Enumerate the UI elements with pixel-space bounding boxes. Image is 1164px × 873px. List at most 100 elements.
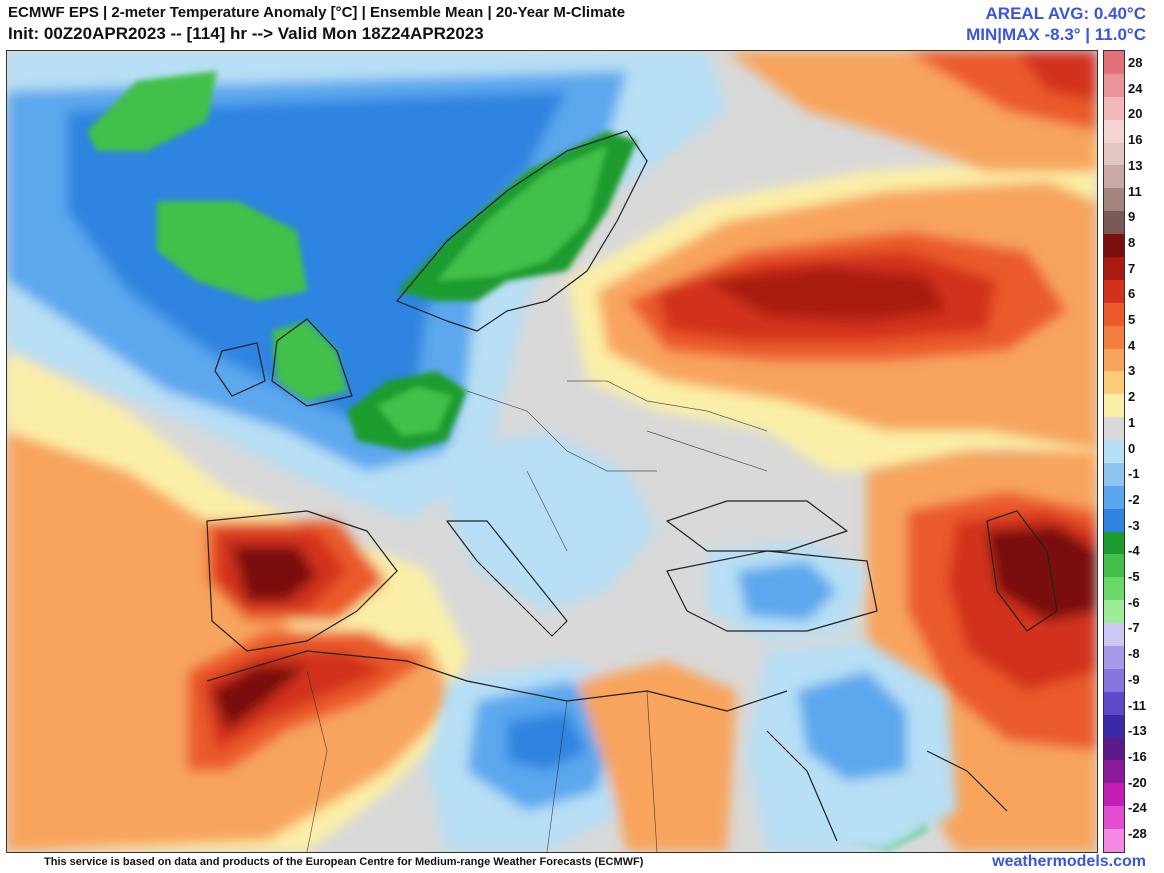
colorbar-swatch xyxy=(1104,806,1124,830)
coastline-iberia xyxy=(206,510,398,652)
colorbar-label: 8 xyxy=(1128,234,1136,250)
colorbar-label: 1 xyxy=(1128,414,1136,430)
cold-mid-turkey xyxy=(737,561,837,621)
coastline-turkey xyxy=(666,550,878,632)
border-sahara xyxy=(306,670,328,852)
coastline-red-sea xyxy=(766,730,838,842)
colorbar-swatch xyxy=(1104,829,1124,853)
colorbar-swatch xyxy=(1104,371,1124,395)
colorbar-label: -9 xyxy=(1128,671,1140,687)
anomaly-map xyxy=(6,50,1098,853)
colorbar-swatch xyxy=(1104,302,1124,327)
colorbar-label: -24 xyxy=(1128,800,1147,816)
cold-deep-atlantic xyxy=(67,91,567,431)
border-eastern-europe xyxy=(567,380,768,432)
map-subtitle: Init: 00Z20APR2023 -- [114] hr --> Valid… xyxy=(8,24,484,43)
colorbar-label: -13 xyxy=(1128,723,1147,739)
colorbar-swatch xyxy=(1104,783,1124,807)
colorbar-swatch xyxy=(1104,485,1124,510)
colorbar-label: -28 xyxy=(1128,826,1147,841)
colorbar-swatch xyxy=(1104,691,1124,716)
coastline-britain xyxy=(271,318,353,407)
colorbar-swatch xyxy=(1104,737,1124,761)
colorbar-swatch xyxy=(1104,508,1124,533)
coastlines xyxy=(206,130,1058,842)
anomaly-map-svg xyxy=(7,51,1097,852)
warm-deep-morocco xyxy=(212,666,307,731)
colorbar-swatch xyxy=(1104,417,1124,441)
warm-mid-sw xyxy=(7,431,457,852)
border-central-europe xyxy=(466,390,657,472)
warm-southwest-field xyxy=(7,351,467,852)
colorbar-label: -4 xyxy=(1128,543,1140,559)
border-balkans xyxy=(526,470,568,552)
colorbar-swatch xyxy=(1104,440,1124,464)
colorbar-label: 4 xyxy=(1128,337,1136,353)
colorbar-label: 16 xyxy=(1128,132,1143,148)
border-libya-egypt xyxy=(646,690,658,852)
green-lowlands-light xyxy=(377,386,452,436)
colorbar-swatch xyxy=(1104,73,1124,98)
coastline-scandinavia xyxy=(396,130,648,332)
colorbar-swatch xyxy=(1104,668,1124,693)
colorbar-swatch xyxy=(1104,348,1124,372)
colorbar-label: -1 xyxy=(1128,466,1140,482)
colorbar-swatch xyxy=(1104,279,1124,304)
colorbar-swatch xyxy=(1104,211,1124,235)
colorbar-swatch xyxy=(1104,325,1124,349)
warm-libya xyxy=(577,661,737,852)
colorbar-swatch xyxy=(1104,577,1124,601)
colorbar-label: -8 xyxy=(1128,646,1140,662)
colorbar-label: 3 xyxy=(1128,363,1136,379)
colorbar-label: 5 xyxy=(1128,312,1136,327)
colorbar-swatch xyxy=(1104,462,1124,487)
colorbar-swatch xyxy=(1104,531,1124,555)
colorbar-label: 11 xyxy=(1128,183,1142,199)
coastline-italy xyxy=(446,520,568,637)
border-ukraine xyxy=(646,430,768,472)
green-britain xyxy=(272,321,347,401)
colorbar-swatch xyxy=(1104,600,1124,624)
colorbar-label: -11 xyxy=(1128,697,1147,713)
colorbar-swatch xyxy=(1104,646,1124,670)
green-scandinavia-light xyxy=(437,146,607,281)
colorbar-label: -16 xyxy=(1128,748,1147,764)
colorbar-swatch xyxy=(1104,188,1124,212)
colorbar-swatch xyxy=(1104,760,1124,784)
colorbar-label: -3 xyxy=(1128,517,1140,533)
colorbar-swatch xyxy=(1104,714,1124,739)
colorbar-label: -20 xyxy=(1128,774,1147,790)
min-max: MIN|MAX -8.3° | 11.0°C xyxy=(966,25,1146,44)
cold-mid-arabia xyxy=(797,671,907,781)
colorbar-label: 20 xyxy=(1128,106,1143,122)
footer-brand-link[interactable]: weathermodels.com xyxy=(992,853,1146,870)
colorbar-swatch xyxy=(1104,51,1124,75)
colorbar-swatch xyxy=(1104,165,1124,189)
colorbar-label: -7 xyxy=(1128,620,1140,636)
warm-deep-sw xyxy=(232,546,317,601)
colorbar-label: -5 xyxy=(1128,569,1140,584)
colorbar-swatch xyxy=(1104,554,1124,578)
colorbar xyxy=(1103,50,1125,853)
areal-average: AREAL AVG: 0.40°C xyxy=(985,4,1146,23)
colorbar-label: 2 xyxy=(1128,389,1136,405)
colorbar-label: 24 xyxy=(1128,80,1143,96)
colorbar-label: -6 xyxy=(1128,594,1140,610)
colorbar-label: 6 xyxy=(1128,286,1136,302)
green-north xyxy=(87,71,217,151)
colorbar-label: 7 xyxy=(1128,260,1136,276)
colorbar-swatch xyxy=(1104,394,1124,418)
coastline-black-sea xyxy=(666,500,848,552)
warm-deep-se xyxy=(987,526,1097,621)
colorbar-swatch xyxy=(1104,256,1124,281)
warm-east-field xyxy=(567,141,1097,471)
warm-northeast-field xyxy=(727,51,1097,171)
colorbar-swatch xyxy=(1104,234,1124,258)
colorbar-label: 28 xyxy=(1128,55,1143,70)
warm-red-ne xyxy=(1017,51,1097,101)
borders xyxy=(306,380,768,852)
coastline-persian-gulf xyxy=(926,750,1008,812)
colorbar-label: 13 xyxy=(1128,157,1143,173)
colorbar-swatch xyxy=(1104,623,1124,647)
coastline-north-africa xyxy=(206,650,788,712)
